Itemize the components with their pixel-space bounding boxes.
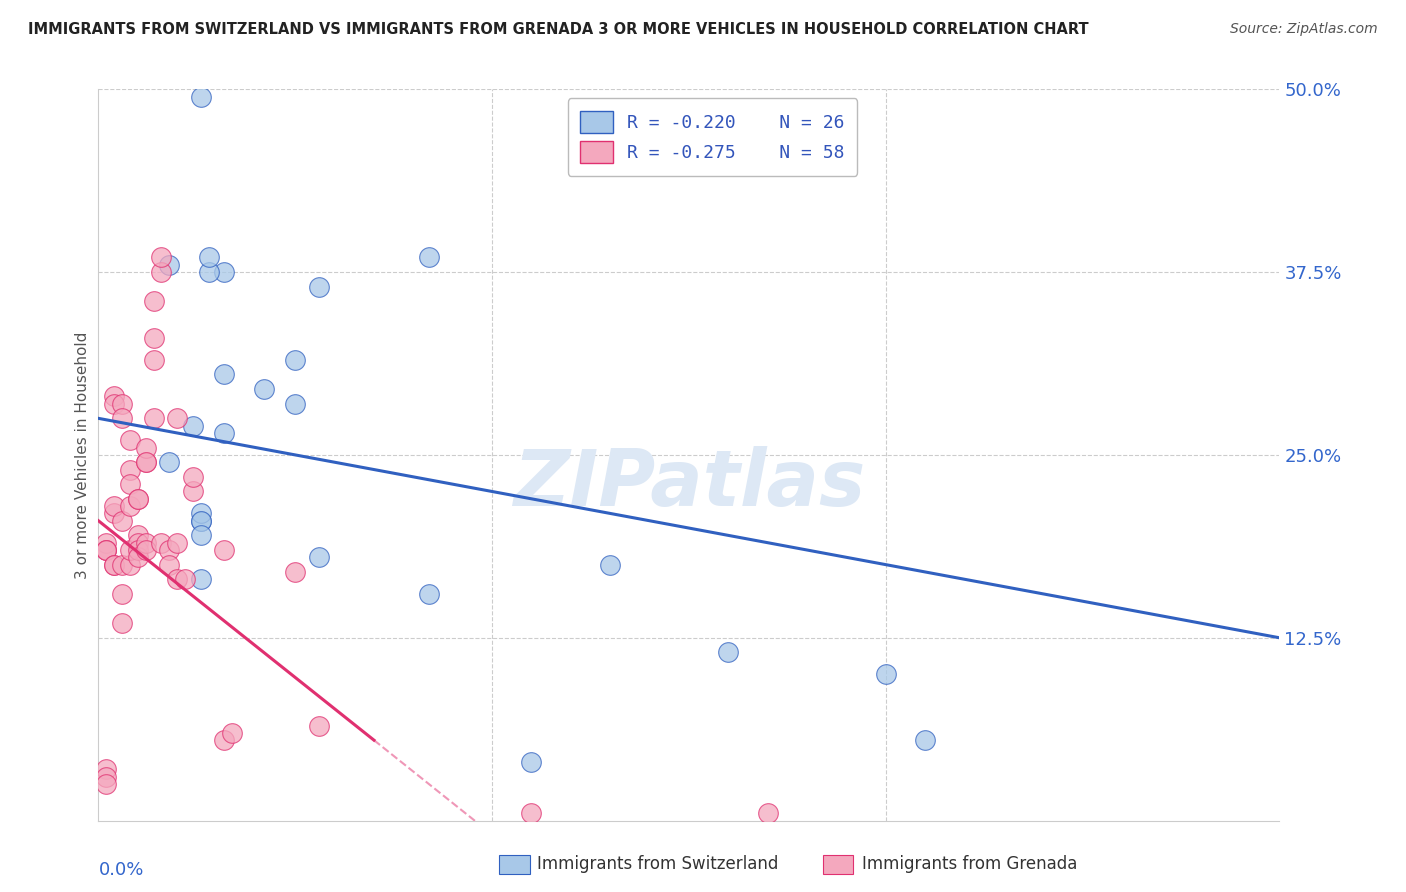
Legend: R = -0.220    N = 26, R = -0.275    N = 58: R = -0.220 N = 26, R = -0.275 N = 58 (568, 98, 858, 176)
Point (214, 425, 236, 440)
Point (150, 265, 173, 279)
Point (197, 265, 219, 279)
Point (214, 265, 236, 279)
Point (111, 587, 134, 601)
Point (135, 543, 157, 558)
Point (103, 397, 125, 411)
Point (190, 514, 212, 528)
Point (135, 455, 157, 469)
Point (135, 455, 157, 469)
Point (181, 418, 204, 433)
Point (118, 462, 141, 476)
Point (418, 587, 440, 601)
Point (284, 397, 307, 411)
Point (875, 667, 897, 681)
Point (127, 535, 149, 549)
Text: Immigrants from Switzerland: Immigrants from Switzerland (537, 855, 779, 873)
Point (96, 543, 118, 558)
Point (135, 441, 157, 455)
Point (103, 558, 125, 572)
Point (150, 535, 173, 549)
Point (197, 251, 219, 265)
Point (190, 528, 212, 542)
Point (142, 352, 165, 367)
Point (190, 572, 212, 586)
Point (174, 572, 197, 586)
Point (214, 543, 236, 558)
Point (284, 352, 307, 367)
Point (142, 411, 165, 425)
Text: ZIPatlas: ZIPatlas (513, 446, 865, 522)
Point (157, 558, 180, 572)
Point (181, 484, 204, 499)
Point (599, 558, 621, 572)
Point (118, 477, 141, 491)
Text: Source: ZipAtlas.com: Source: ZipAtlas.com (1230, 22, 1378, 37)
Point (103, 389, 125, 403)
Text: 0.0%: 0.0% (98, 861, 143, 879)
Point (103, 558, 125, 572)
Point (127, 491, 149, 506)
Point (111, 397, 134, 411)
Point (308, 718, 330, 732)
Point (111, 411, 134, 425)
Point (190, 507, 212, 521)
Point (520, 755, 543, 769)
Point (418, 251, 440, 265)
Point (96, 543, 118, 558)
Point (214, 733, 236, 747)
Point (96, 770, 118, 784)
Point (150, 251, 173, 265)
Point (166, 535, 188, 549)
Point (157, 455, 180, 469)
Point (308, 550, 330, 565)
Text: IMMIGRANTS FROM SWITZERLAND VS IMMIGRANTS FROM GRENADA 3 OR MORE VEHICLES IN HOU: IMMIGRANTS FROM SWITZERLAND VS IMMIGRANT… (28, 22, 1088, 37)
Point (214, 368, 236, 382)
Point (142, 331, 165, 345)
Point (520, 806, 543, 821)
Point (96, 535, 118, 549)
Point (111, 616, 134, 631)
Point (127, 528, 149, 542)
Point (135, 535, 157, 549)
Point (308, 279, 330, 293)
Point (717, 645, 740, 659)
Point (190, 514, 212, 528)
Point (118, 558, 141, 572)
Point (127, 550, 149, 565)
Point (111, 514, 134, 528)
Point (96, 777, 118, 791)
Point (157, 258, 180, 272)
Point (914, 733, 936, 747)
Point (111, 558, 134, 572)
Point (190, 89, 212, 103)
Point (166, 411, 188, 425)
Text: Immigrants from Grenada: Immigrants from Grenada (862, 855, 1077, 873)
Point (756, 806, 779, 821)
Point (103, 507, 125, 521)
Point (103, 499, 125, 513)
Point (142, 294, 165, 309)
Point (157, 543, 180, 558)
Point (127, 543, 149, 558)
Point (221, 726, 243, 740)
Point (253, 382, 276, 396)
Point (118, 543, 141, 558)
Point (96, 543, 118, 558)
Point (127, 491, 149, 506)
Y-axis label: 3 or more Vehicles in Household: 3 or more Vehicles in Household (75, 331, 90, 579)
Point (166, 572, 188, 586)
Point (284, 565, 307, 579)
Point (96, 763, 118, 777)
Point (181, 470, 204, 484)
Point (118, 499, 141, 513)
Point (118, 434, 141, 448)
